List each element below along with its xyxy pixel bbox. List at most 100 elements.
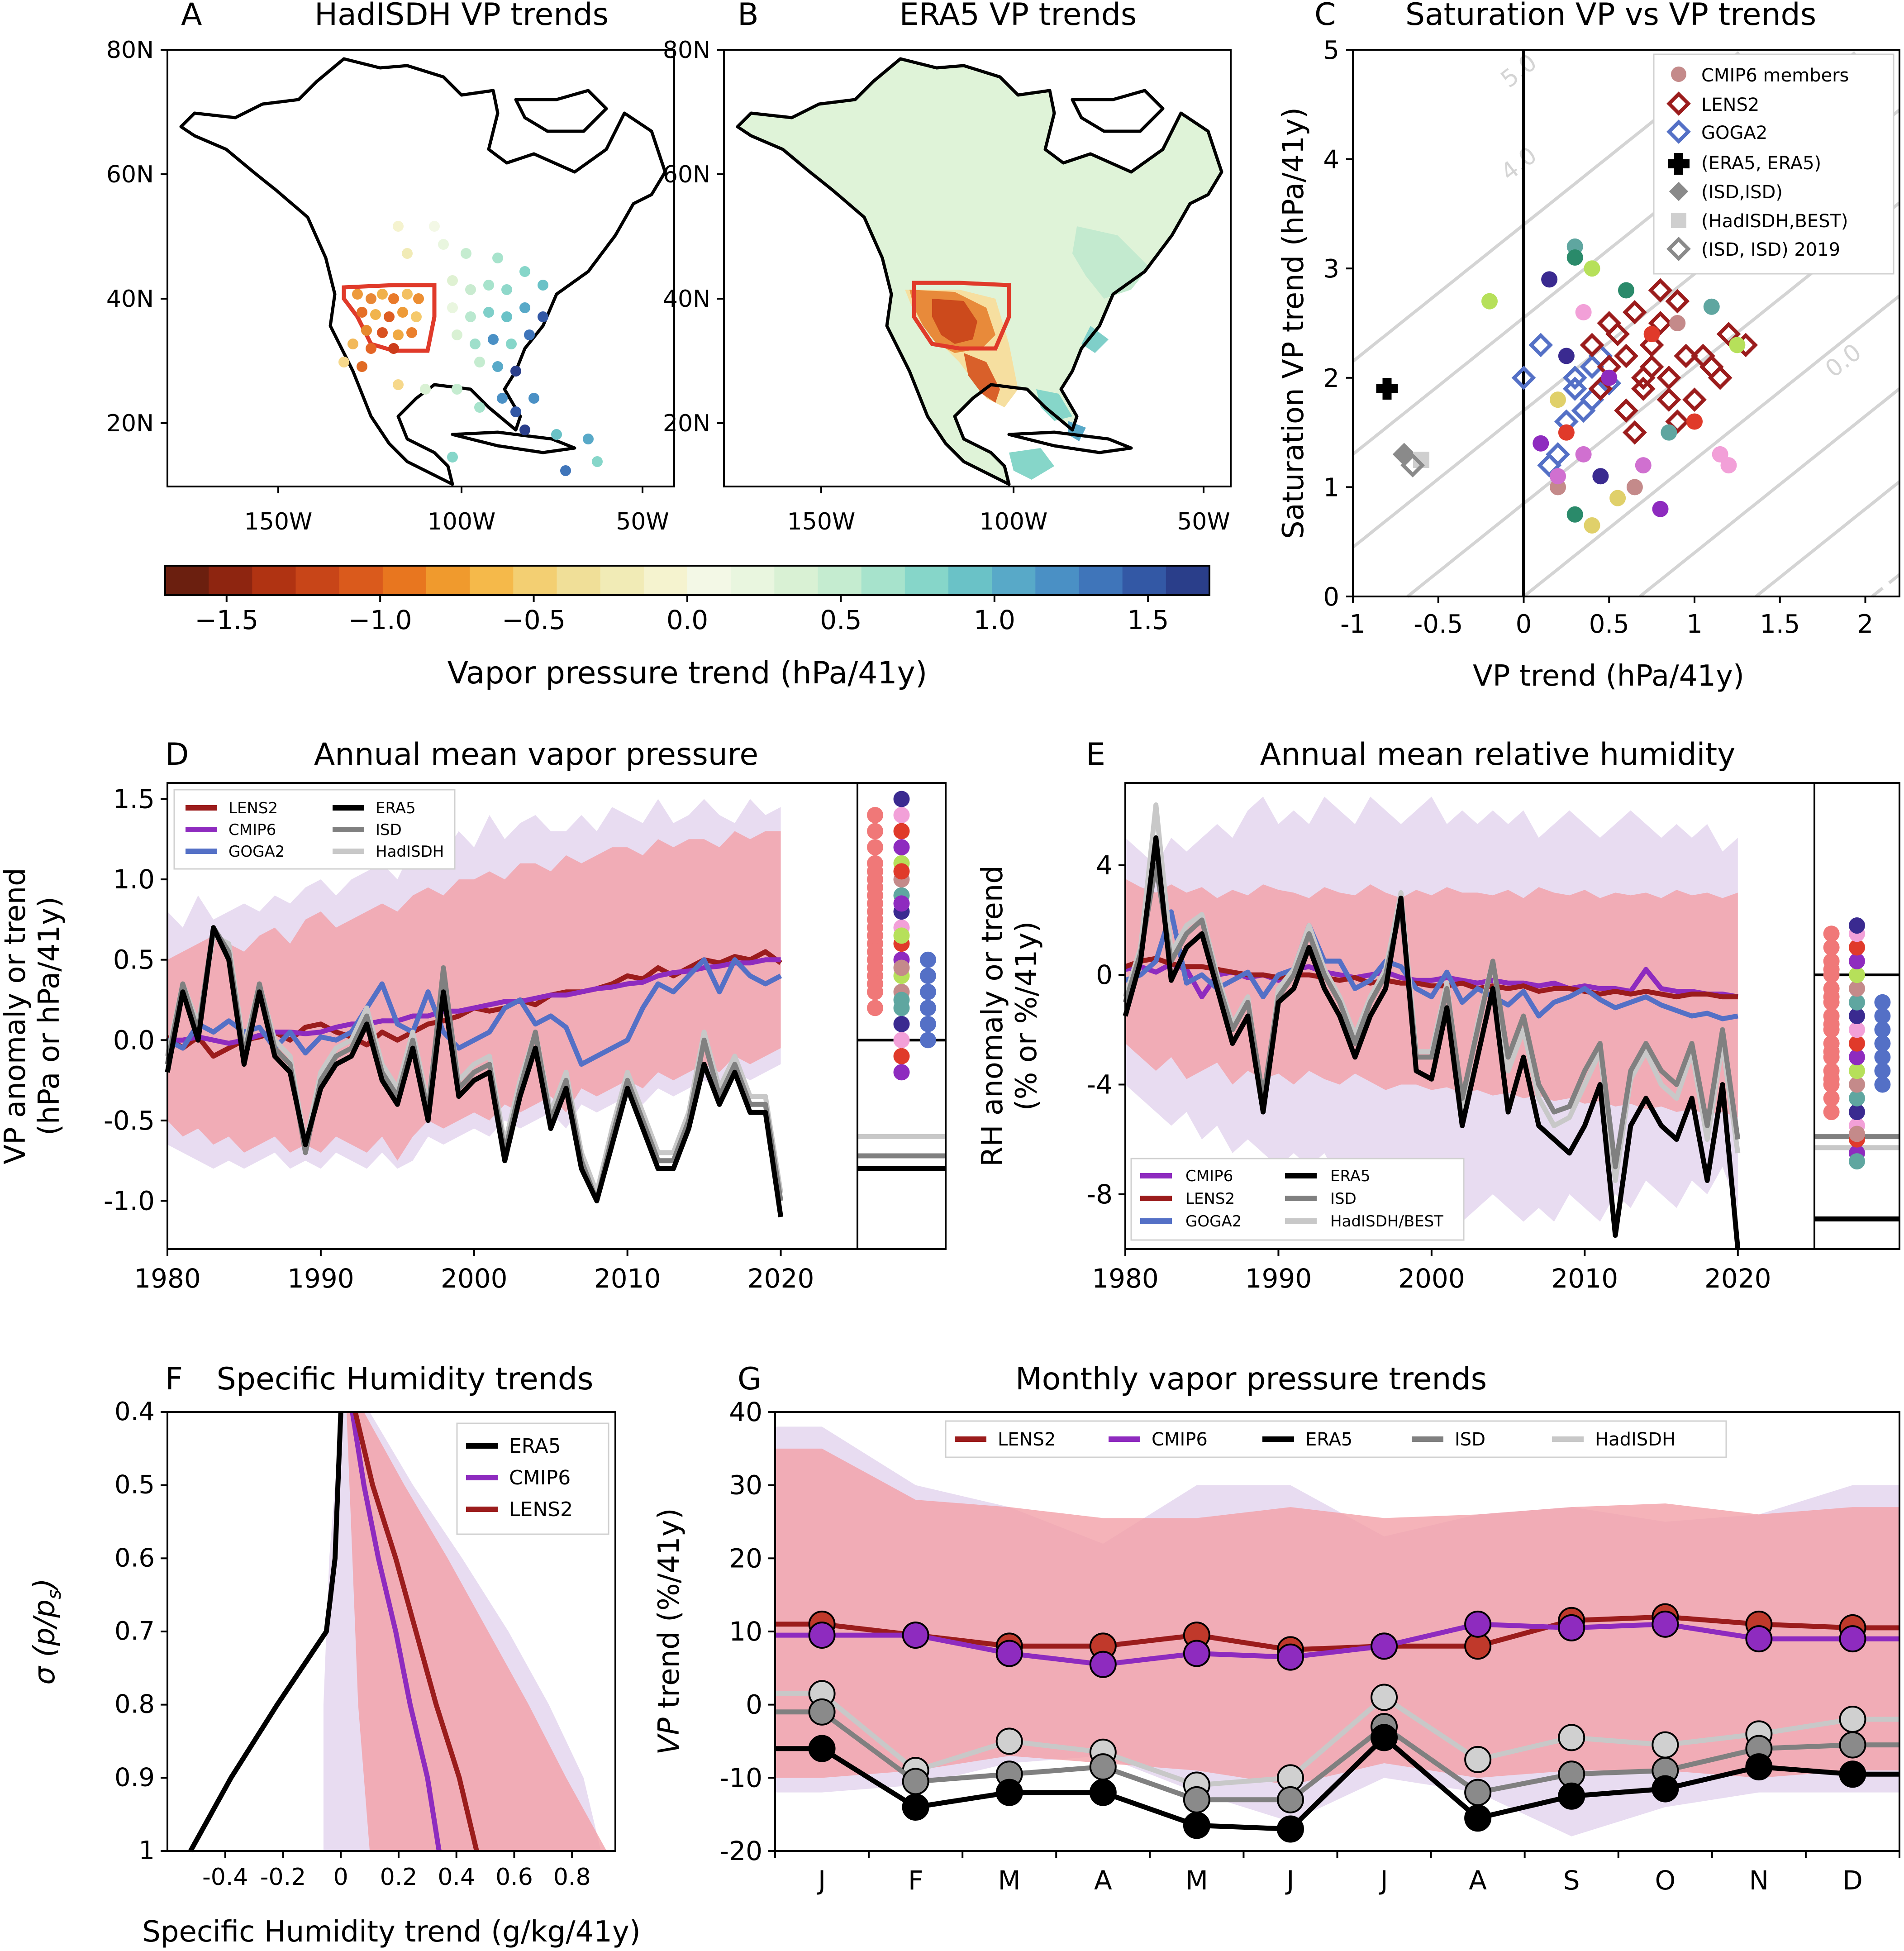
legend-d-goga2-label: GOGA2 (228, 843, 285, 861)
panel-c-cmip6-point (1566, 506, 1583, 523)
panel-c-ytick-label: 1 (1323, 473, 1339, 502)
panel-d-legend: LENS2 CMIP6 GOGA2 ERA5 ISD HadISDH (173, 789, 456, 870)
panel-c-xtick-label: 1.5 (1760, 610, 1800, 639)
panel-b-ytick-2: 60N (663, 161, 710, 188)
legend-f-cmip6-label: CMIP6 (509, 1466, 571, 1489)
panel-c-cmip6-point (1550, 468, 1566, 485)
panel-c-cmip6-point (1550, 391, 1566, 408)
panel-a-ytick-2: 60N (106, 161, 154, 188)
panel-f: F Specific Humidity trends -0.4 -0.2 0 0.2 0… (28, 1361, 641, 1949)
colorbar-tick-label: −1.5 (195, 605, 258, 635)
panel-f-lens2-range (347, 1412, 607, 1851)
panel-c-xlabel: VP trend (hPa/41y) (1473, 659, 1744, 693)
panel-a-axes-frame (167, 49, 675, 487)
panel-g-ytick-label: -10 (719, 1762, 762, 1793)
panel-e-strip-lens2-member (1823, 925, 1840, 942)
panel-c-cmip6-point (1558, 348, 1575, 364)
panel-b-ytick-1: 80N (663, 37, 710, 64)
panel-d-strip-cmip6-member (893, 992, 910, 1008)
legend-g-hadisdh-label: HadISDH (1595, 1429, 1676, 1450)
panel-c-cmip6-point (1575, 446, 1592, 463)
colorbar-ticks: −1.5 −1.0 −0.5 0.0 0.5 1.0 1.5 (195, 595, 1169, 635)
panel-g-legend: LENS2 CMIP6 ERA5 ISD HadISDH (945, 1420, 1727, 1458)
panel-c-era5-point (1376, 377, 1398, 400)
colorbar-cells (165, 566, 1210, 595)
panel-e-strip-cmip6-member (1849, 939, 1865, 956)
panel-g-xtick-label: J (1379, 1865, 1388, 1896)
colorbar-cell (252, 566, 296, 595)
panel-g-point-cmip6 (1558, 1614, 1585, 1641)
panel-f-ytick-label: 0.9 (114, 1763, 155, 1792)
panel-g-point-era5 (1464, 1804, 1492, 1832)
panel-d-strip-lens2-member (867, 975, 883, 992)
panel-f-xtick-label: -0.4 (202, 1864, 248, 1891)
panel-g-title: Monthly vapor pressure trends (1015, 1361, 1487, 1397)
panel-e-line-lens2 (1124, 956, 1738, 1000)
panel-c-cmip6-point (1609, 490, 1626, 506)
panel-c-isd-2019-point (1400, 453, 1425, 477)
panel-d-strip-cmip6-member (893, 807, 910, 824)
panel-e-strip-cmip6-member (1849, 1063, 1865, 1079)
panel-b-region-box (912, 281, 1011, 351)
panel-g-point-cmip6 (902, 1622, 929, 1649)
colorbar-cell (643, 566, 688, 595)
panel-d-xtick-label: 2000 (441, 1263, 508, 1294)
panel-c-ylabel: Saturation VP trend (hPa/41y) (1277, 107, 1310, 539)
panel-e-ticks: 1980 1990 2000 2010 2020 4 0 -4 -8 (1086, 850, 1771, 1294)
legend-f-era5-label: ERA5 (509, 1435, 561, 1458)
colorbar-cell (1122, 566, 1166, 595)
panel-d-strip-goga2-member (920, 1000, 936, 1016)
panel-c-contour-line (1639, 387, 1901, 598)
panel-d-strip-goga2-member (920, 1032, 936, 1049)
panel-c-lens2-point (1614, 398, 1638, 423)
panel-d-ytick-label: 1.0 (113, 864, 155, 895)
legend-g-cmip6-label: CMIP6 (1152, 1429, 1208, 1450)
legend-d-hadisdh-label: HadISDH (376, 843, 444, 861)
panel-c-cmip6-point (1584, 517, 1600, 534)
panel-e-strip-goga2-member (1874, 1035, 1891, 1052)
panel-c-legend-box (1653, 53, 1894, 275)
panel-f-xtick-label: 0.2 (380, 1864, 418, 1891)
panel-a-xtick-1: 150W (244, 508, 313, 535)
panel-c-xtick-label: 1 (1686, 610, 1703, 639)
panel-b: B ERA5 VP trends 80 (663, 0, 1232, 535)
panel-d-axes-frame (167, 782, 947, 1250)
panel-c-cmip6-point (1481, 293, 1498, 310)
panel-c-xtick-label: 0.5 (1589, 610, 1629, 639)
colorbar-tick-label: 1.0 (974, 605, 1015, 635)
panel-d-strip-lens2-member (867, 879, 883, 896)
panel-a: A HadISDH VP trends (106, 0, 675, 535)
colorbar-cell (513, 566, 557, 595)
panel-a-region-box (342, 283, 437, 353)
panel-c-cmip6-point (1643, 326, 1660, 343)
colorbar-cell (731, 566, 775, 595)
panel-e-line-era5 (1123, 835, 1741, 1250)
panel-e-legend: CMIP6 LENS2 GOGA2 ERA5 ISD HadISDH/BEST (1130, 1158, 1465, 1241)
panel-e-strip-goga2-member (1874, 1063, 1891, 1079)
panel-g-point-hadisdh (1558, 1724, 1585, 1751)
panel-c-lens2-point (1623, 300, 1647, 324)
colorbar-tick-label: 0.5 (820, 605, 862, 635)
panel-g-xtick-label: S (1563, 1865, 1580, 1896)
legend-isd-label: (ISD,ISD) (1701, 182, 1783, 203)
colorbar-cell (818, 566, 862, 595)
colorbar-tick-label: −0.5 (502, 605, 566, 635)
panel-g-ytick-label: 0 (746, 1689, 762, 1720)
legend-d-isd-label: ISD (376, 821, 402, 839)
panel-d-strip-cmip6-member (893, 1064, 910, 1081)
panel-c-legend: CMIP6 members LENS2 GOGA2 (ERA5, ERA5) (… (1653, 53, 1894, 275)
panel-d-ytick-label: 0.5 (113, 944, 155, 975)
panel-f-xtick-label: 0.4 (438, 1864, 475, 1891)
panel-b-xtick-3: 50W (1177, 508, 1230, 535)
panel-b-ytick-4: 20N (663, 410, 710, 437)
legend-lens2-marker (1666, 91, 1691, 116)
panel-c-title: Saturation VP vs VP trends (1405, 0, 1816, 33)
panel-c-cmip6-point (1566, 249, 1583, 266)
panel-e-strip-cmip6-member (1849, 980, 1865, 997)
panel-e-strip-lens2-member (1823, 1104, 1840, 1121)
panel-c-ytick-label: 0 (1323, 582, 1339, 612)
legend-e-lens2-label: LENS2 (1185, 1190, 1235, 1208)
panel-g-bands (775, 1426, 1899, 1837)
panel-c-lens2-point (1597, 311, 1622, 335)
panel-g-xtick-label: M (1185, 1865, 1208, 1896)
